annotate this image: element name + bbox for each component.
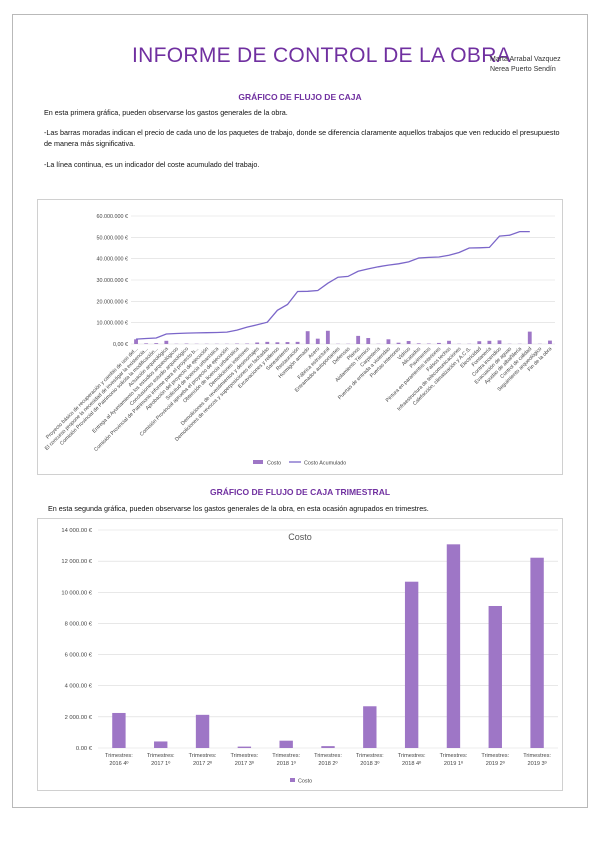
x-tick-label: 2018 1º — [277, 760, 296, 767]
y-tick-label: 60.000.000 € — [97, 214, 128, 220]
quarter-bar — [279, 740, 293, 748]
x-tick-label: 2019 2º — [486, 760, 505, 767]
cost-bar — [487, 340, 492, 344]
y-tick-label: 4 000.00 € — [65, 684, 93, 690]
x-tick-label: 2017 3º — [235, 760, 254, 767]
author-name: Marta Arrabal Vazquez — [490, 56, 561, 63]
x-tick-label: 2018 3º — [360, 760, 379, 767]
legend-swatch-costo — [253, 460, 263, 464]
x-tick-label: Trimestres: — [314, 753, 342, 759]
x-tick-label: 2017 2º — [193, 760, 212, 767]
cost-bar — [406, 341, 411, 344]
cost-bar — [285, 342, 290, 344]
legend-label: Costo — [298, 779, 312, 785]
x-tick-label: Trimestres: — [440, 753, 468, 759]
cost-bar — [366, 338, 371, 344]
x-tick-label: Trimestres: — [523, 753, 551, 759]
line-paragraph: -La línea continua, es un indicador del … — [44, 160, 260, 169]
quarter-bar — [195, 714, 210, 748]
cost-bar — [386, 339, 391, 344]
y-tick-label: 12 000.00 € — [61, 559, 92, 565]
quarter-bar — [363, 706, 377, 748]
quarter-bar — [112, 712, 126, 748]
x-tick-label: 2018 2º — [318, 760, 337, 767]
quarter-bar — [446, 544, 461, 748]
x-tick-label: Trimestres: — [398, 753, 426, 759]
y-tick-label: 40.000.000 € — [97, 257, 128, 263]
cost-bar — [295, 341, 300, 344]
x-tick-label: Trimestres: — [189, 753, 217, 759]
section-title-quarterly: GRÁFICO DE FLUJO DE CAJA TRIMESTRAL — [209, 487, 391, 497]
cost-bar — [255, 342, 260, 344]
quarter-bar — [154, 741, 168, 748]
author-name: Nerea Puerto Sendín — [490, 66, 556, 73]
cost-bar — [356, 335, 361, 344]
x-tick-label: 2017 1º — [151, 760, 170, 767]
x-tick-label: 2019 3º — [528, 760, 547, 767]
x-tick-label: Trimestres: — [272, 753, 300, 759]
x-tick-label: Trimestres: — [356, 753, 384, 759]
cost-bar — [396, 342, 401, 344]
quarter-bar — [237, 746, 252, 748]
x-tick-label: Trimestres: — [147, 753, 175, 759]
cumulative-cost-line — [135, 230, 530, 340]
cost-bar — [548, 340, 552, 344]
cost-bar — [164, 340, 169, 344]
legend-swatch-costo — [290, 778, 295, 782]
bars-paragraph: -Las barras moradas indican el precio de… — [44, 128, 560, 148]
cost-bar — [134, 339, 138, 344]
cost-bar — [275, 342, 280, 344]
cost-bar — [436, 342, 441, 344]
y-tick-label: 10.000.000 € — [97, 321, 128, 327]
cost-bar — [477, 341, 482, 344]
authors: Marta Arrabal Vazquez Nerea Puerto Sendí… — [490, 55, 561, 75]
x-tick-label: 2016 4º — [109, 760, 128, 767]
cost-bar — [265, 341, 270, 344]
quarter-bar — [530, 557, 544, 748]
cost-bar — [154, 343, 159, 344]
x-tick-label: Trimestres: — [105, 753, 133, 759]
y-tick-label: 14 000.00 € — [61, 528, 92, 534]
quarter-bar — [321, 746, 335, 748]
x-tick-label: 2019 1º — [444, 760, 463, 767]
page-title: INFORME DE CONTROL DE LA OBRA — [132, 44, 511, 67]
quarter-bar — [488, 605, 502, 748]
y-tick-label: 10 000.00 € — [61, 590, 92, 596]
cash-flow-chart: 0,00 € 10.000.000 € 20.000.000 € 30.000.000… — [37, 199, 563, 475]
y-tick-label: 2 000.00 € — [65, 715, 93, 721]
y-tick-label: 6 000.00 € — [65, 653, 93, 659]
y-tick-label: 20.000.000 € — [97, 299, 128, 305]
cost-bar — [144, 343, 149, 344]
x-tick-label: Trimestres: — [481, 753, 509, 759]
y-tick-label: 30.000.000 € — [97, 278, 128, 284]
x-tick-label: Proyecto básico de recuperación y cambio… — [45, 346, 139, 440]
cost-bar — [315, 338, 320, 344]
x-tick-label: 2018 4º — [402, 760, 421, 767]
cost-bar — [325, 330, 330, 344]
cost-bar — [527, 331, 532, 344]
legend-label: Costo Acumulado — [304, 461, 346, 467]
y-tick-label: 0,00 € — [113, 342, 128, 348]
x-tick-label: Trimestres: — [230, 753, 258, 759]
legend-label: Costo — [267, 461, 281, 467]
quarterly-paragraph: En esta segunda gráfica, pueden observar… — [48, 504, 429, 513]
cash-flow-chart-svg: 0,00 € 10.000.000 € 20.000.000 € 30.000.000… — [44, 214, 555, 467]
chart-title: Costo — [288, 532, 312, 542]
quarterly-chart: 0.00 € 2 000.00 € 4 000.00 € 6 000.00 € 8 00… — [37, 518, 563, 791]
y-tick-label: 50.000.000 € — [97, 235, 128, 241]
cost-bar — [416, 343, 421, 344]
y-tick-label: 0.00 € — [76, 746, 93, 752]
cost-bar — [447, 340, 451, 344]
cost-bar — [305, 331, 310, 344]
cost-bar — [497, 340, 502, 344]
page-border — [12, 14, 588, 808]
y-tick-label: 8 000.00 € — [65, 621, 93, 627]
quarterly-chart-svg: 0.00 € 2 000.00 € 4 000.00 € 6 000.00 € 8 00… — [61, 528, 558, 785]
section-title-cash-flow: GRÁFICO DE FLUJO DE CAJA — [238, 92, 362, 102]
quarter-bar — [404, 581, 419, 748]
intro-paragraph: En esta primera gráfica, pueden observar… — [44, 108, 288, 117]
